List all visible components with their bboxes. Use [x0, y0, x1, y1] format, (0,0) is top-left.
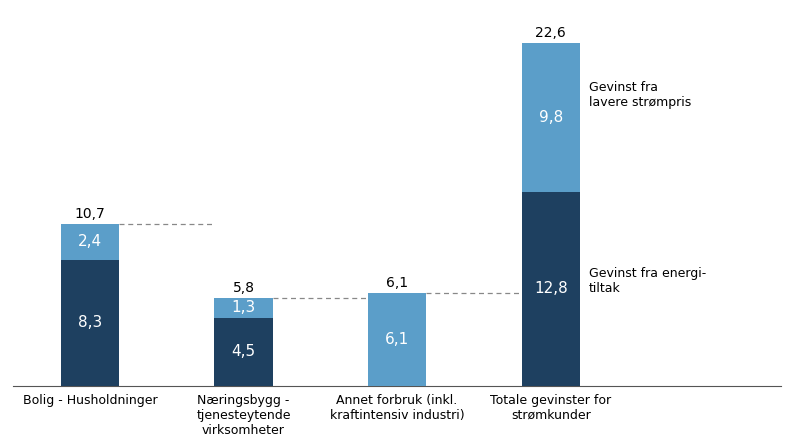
Text: 12,8: 12,8 [533, 281, 567, 296]
Bar [368, 293, 426, 386]
Text: 4,5: 4,5 [232, 344, 255, 359]
Text: 8,3: 8,3 [78, 315, 102, 330]
Bar [522, 192, 580, 386]
Text: 10,7: 10,7 [75, 206, 106, 221]
Text: 5,8: 5,8 [232, 281, 255, 295]
Text: 9,8: 9,8 [538, 110, 563, 125]
Bar [522, 44, 580, 192]
Bar [214, 298, 273, 317]
Text: 22,6: 22,6 [535, 26, 566, 40]
Text: 1,3: 1,3 [232, 300, 255, 315]
Bar [214, 317, 273, 386]
Text: Gevinst fra energi-
tiltak: Gevinst fra energi- tiltak [589, 267, 706, 295]
Text: 2,4: 2,4 [78, 234, 102, 249]
Bar [61, 224, 119, 260]
Text: 6,1: 6,1 [386, 276, 408, 290]
Text: Gevinst fra
lavere strømpris: Gevinst fra lavere strømpris [589, 81, 691, 109]
Text: 6,1: 6,1 [385, 332, 409, 347]
Bar [61, 260, 119, 386]
